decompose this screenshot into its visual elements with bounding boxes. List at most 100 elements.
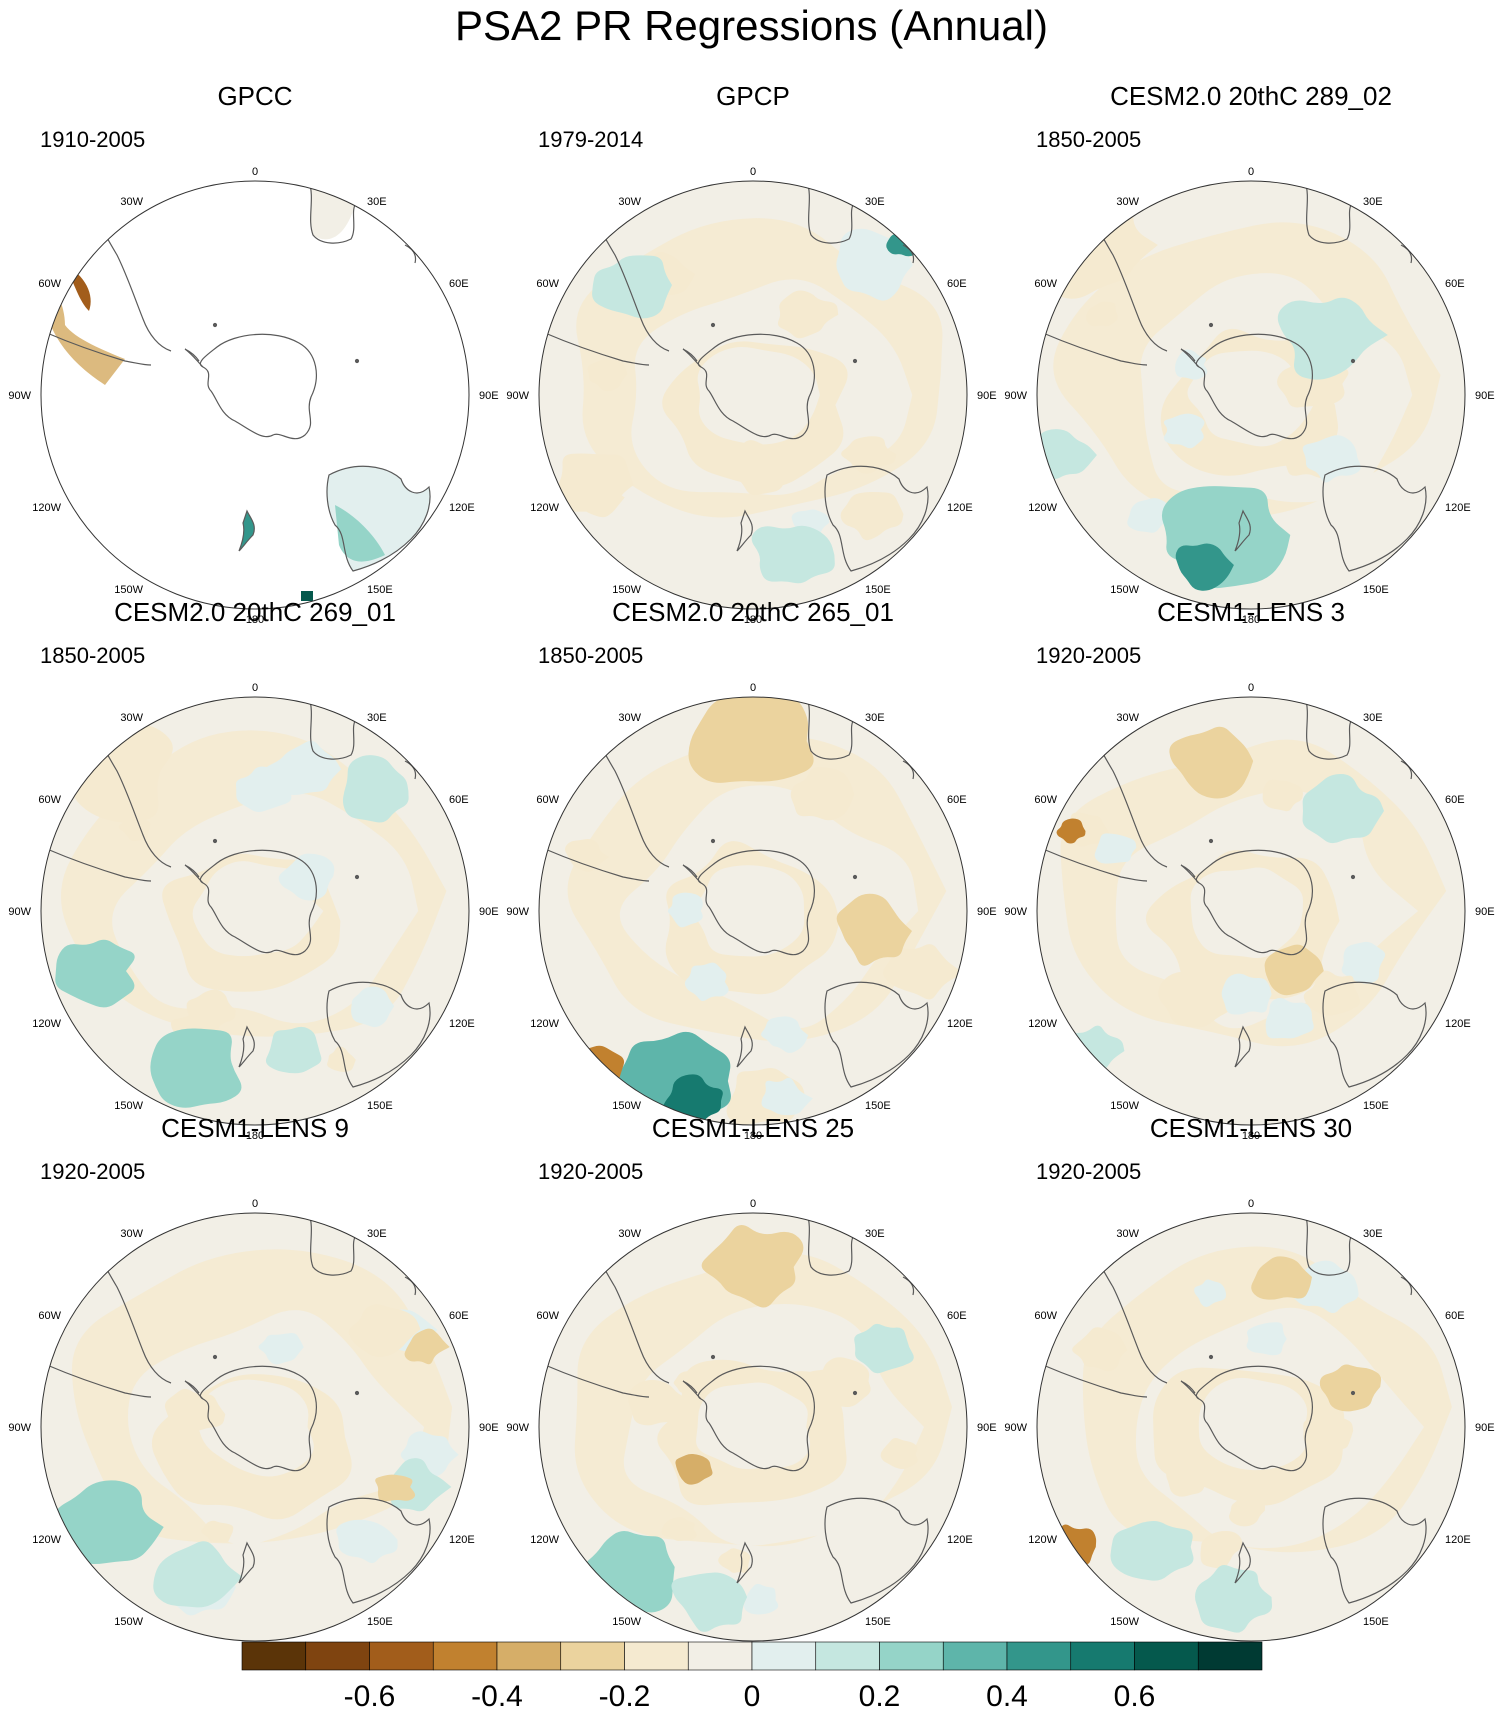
map-field [41, 697, 469, 1125]
anomaly-band [697, 346, 820, 445]
longitude-label: 180 [744, 1130, 762, 1142]
longitude-label: 60E [947, 278, 967, 290]
map-field [1037, 697, 1465, 1125]
anomaly-patch [728, 440, 791, 496]
anomaly-patch [1319, 1364, 1382, 1412]
longitude-label: 150W [114, 1616, 143, 1628]
anomaly-patch [883, 944, 964, 1000]
longitude-label: 60W [1034, 278, 1057, 290]
longitude-label: 120E [449, 502, 475, 514]
longitude-label: 120E [1445, 502, 1471, 514]
precip-anomaly-region [41, 275, 125, 385]
longitude-label: 90W [506, 1422, 529, 1434]
longitude-label: 120W [530, 1534, 559, 1546]
anomaly-band [1190, 867, 1304, 959]
anomaly-patch [1265, 998, 1314, 1039]
longitude-label: 30W [618, 712, 641, 724]
anomaly-patch [55, 939, 135, 1008]
anomaly-patch [327, 1046, 356, 1072]
map-field [539, 181, 967, 609]
longitude-label: 90E [479, 390, 499, 402]
anomaly-patch [1072, 1327, 1128, 1372]
anomaly-patch [1221, 973, 1272, 1015]
panel-period: 1920-2005 [538, 1159, 643, 1184]
anomaly-patch [263, 740, 342, 796]
longitude-label: 30W [1116, 196, 1139, 208]
longitude-label: 180 [1242, 614, 1260, 626]
map-panel: CESM1-LENS 3 1920-2005 0 30E 60E 90E 120E 150E 1… [1004, 597, 1494, 1142]
anomaly-patch [186, 989, 236, 1031]
anomaly-patch [1037, 429, 1097, 479]
anomaly-patch [1303, 970, 1360, 1016]
longitude-label: 60W [38, 278, 61, 290]
map-field [41, 1213, 469, 1641]
coastlines [1042, 181, 1427, 572]
panel-title: GPCP [716, 81, 790, 111]
map-border [538, 696, 968, 1126]
anomaly-patch [52, 1480, 164, 1564]
panel-period: 1979-2014 [538, 127, 643, 152]
longitude-label: 30W [618, 196, 641, 208]
longitude-label: 30E [367, 712, 387, 724]
longitude-label: 60E [1445, 794, 1465, 806]
longitude-label: 90E [977, 1422, 997, 1434]
longitude-label: 120E [449, 1534, 475, 1546]
longitude-label: 120W [32, 502, 61, 514]
longitude-label: 150W [1110, 1616, 1139, 1628]
anomaly-patch [1262, 779, 1304, 812]
anomaly-band [197, 1379, 314, 1477]
anomaly-patch [278, 853, 335, 901]
longitude-label: 0 [750, 1198, 756, 1210]
map-field [1037, 181, 1465, 609]
longitude-label: 120E [947, 1534, 973, 1546]
longitude-label: 30W [120, 196, 143, 208]
longitude-label: 120W [530, 1018, 559, 1030]
longitude-label: 120E [947, 502, 973, 514]
longitude-label: 150W [1110, 1100, 1139, 1112]
longitude-label: 0 [750, 682, 756, 694]
longitude-label: 90W [8, 390, 31, 402]
anomaly-patch [153, 1541, 243, 1608]
panel-title: CESM1-LENS 3 [1157, 597, 1345, 627]
figure-title: PSA2 PR Regressions (Annual) [455, 2, 1048, 49]
longitude-label: 60W [536, 1310, 559, 1322]
longitude-label: 60E [449, 278, 469, 290]
anomaly-patch [854, 1323, 914, 1374]
map-panel: CESM2.0 20thC 289_02 1850-2005 0 30E 60E 90E 1… [1004, 81, 1494, 626]
anomaly-patch [1194, 1279, 1226, 1308]
map-border [40, 1212, 470, 1642]
coastlines [544, 181, 929, 572]
longitude-label: 150W [1110, 584, 1139, 596]
panel-period: 1920-2005 [1036, 643, 1141, 668]
anomaly-patch [336, 1519, 398, 1564]
anomaly-patch [375, 1474, 416, 1502]
anomaly-patch [1110, 1521, 1194, 1581]
anomaly-patch [675, 1453, 713, 1485]
anomaly-patch [880, 1438, 918, 1469]
panel-period: 1920-2005 [1036, 1159, 1141, 1184]
longitude-label: 150W [114, 1100, 143, 1112]
longitude-label: 30E [1363, 1228, 1383, 1240]
anomaly-patch [1341, 941, 1386, 984]
longitude-label: 150E [865, 1100, 891, 1112]
anomaly-patch [701, 1224, 804, 1308]
anomaly-patch [1174, 349, 1208, 380]
anomaly-patch [587, 359, 628, 392]
anomaly-patch [564, 838, 610, 872]
longitude-label: 60W [1034, 794, 1057, 806]
longitude-label: 0 [252, 682, 258, 694]
longitude-label: 180 [744, 1646, 762, 1658]
longitude-label: 120E [947, 1018, 973, 1030]
map-border [40, 180, 470, 610]
longitude-label: 180 [246, 1646, 264, 1658]
longitude-label: 0 [1248, 166, 1254, 178]
panel-title: CESM1-LENS 9 [161, 1113, 349, 1143]
longitude-label: 180 [744, 614, 762, 626]
longitude-label: 150W [612, 1100, 641, 1112]
map-border [538, 1212, 968, 1642]
anomaly-patch [265, 1026, 322, 1074]
anomaly-patch [1056, 818, 1086, 844]
map-panel: GPCP 1979-2014 0 30E 60E 90E 120E 150E 180 150W 12… [506, 81, 996, 626]
anomaly-patch [744, 1583, 779, 1615]
map-border [40, 696, 470, 1126]
